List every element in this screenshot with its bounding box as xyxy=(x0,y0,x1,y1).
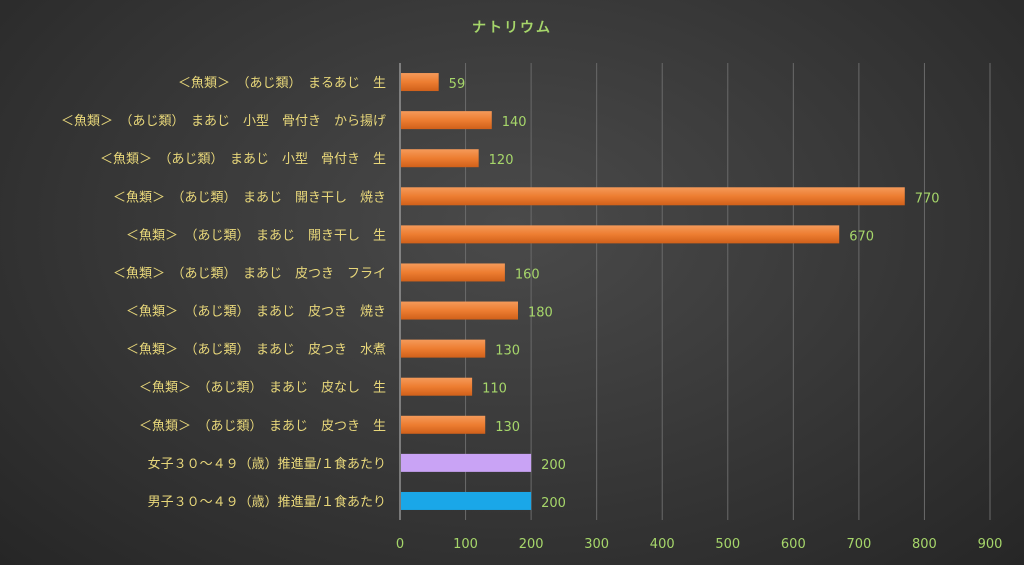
value-label: 110 xyxy=(482,382,507,397)
value-label: 130 xyxy=(495,344,520,359)
value-label: 200 xyxy=(541,496,566,511)
value-label: 59 xyxy=(449,77,466,92)
bar xyxy=(401,301,518,320)
value-label: 120 xyxy=(489,153,514,168)
x-tick-label: 900 xyxy=(978,537,1003,552)
value-label: 770 xyxy=(915,191,940,206)
bar xyxy=(401,263,505,282)
category-label: ＜魚類＞ （あじ類） まあじ 皮つき 水煮 xyxy=(126,343,386,358)
bar xyxy=(401,111,492,130)
value-label: 140 xyxy=(502,115,527,130)
category-label: ＜魚類＞ （あじ類） まあじ 小型 骨付き から揚げ xyxy=(61,113,386,129)
value-labels: 59 140 120 770 670 160 180 130 110 130 200 200 xyxy=(449,77,940,511)
bar xyxy=(401,415,486,434)
value-label: 670 xyxy=(849,229,874,244)
category-label: ＜魚類＞ （あじ類） まあじ 皮つき フライ xyxy=(113,266,386,281)
category-label: ＜魚類＞ （あじ類） まるあじ 生 xyxy=(178,76,386,91)
bar xyxy=(401,149,479,168)
x-tick-label: 200 xyxy=(519,537,544,552)
x-axis-tick-labels: 0 100 200 300 400 500 600 700 800 900 xyxy=(396,537,1003,552)
category-label: ＜魚類＞ （あじ類） まあじ 皮つき 生 xyxy=(139,419,386,434)
x-tick-label: 0 xyxy=(396,537,404,552)
bar xyxy=(401,73,439,92)
category-label: ＜魚類＞ （あじ類） まあじ 開き干し 焼き xyxy=(113,190,386,205)
value-label: 130 xyxy=(495,420,520,435)
x-tick-label: 800 xyxy=(912,537,937,552)
category-label: 女子３０～４９（歳）推進量/１食あたり xyxy=(148,456,386,472)
value-label: 180 xyxy=(528,306,553,321)
x-tick-label: 600 xyxy=(781,537,806,552)
value-label: 160 xyxy=(515,267,540,282)
category-label: ＜魚類＞ （あじ類） まあじ 皮なし 生 xyxy=(139,381,386,396)
x-tick-label: 700 xyxy=(846,537,871,552)
bar xyxy=(401,187,905,206)
category-label: ＜魚類＞ （あじ類） まあじ 開き干し 生 xyxy=(126,228,386,243)
value-label: 200 xyxy=(541,458,566,473)
x-tick-label: 400 xyxy=(650,537,675,552)
x-tick-label: 500 xyxy=(715,537,740,552)
category-label: ＜魚類＞ （あじ類） まあじ 皮つき 焼き xyxy=(126,305,386,320)
bar xyxy=(401,453,532,472)
category-label: ＜魚類＞ （あじ類） まあじ 小型 骨付き 生 xyxy=(100,152,386,167)
bar xyxy=(401,377,473,396)
bar xyxy=(401,491,532,510)
bar xyxy=(401,225,840,244)
gridlines xyxy=(465,63,991,520)
category-label: 男子３０～４９（歳）推進量/１食あたり xyxy=(148,494,386,510)
bars xyxy=(401,73,905,510)
x-tick-label: 100 xyxy=(453,537,478,552)
category-labels: ＜魚類＞ （あじ類） まるあじ 生 ＜魚類＞ （あじ類） まあじ 小型 骨付き か… xyxy=(61,76,386,510)
bar xyxy=(401,339,486,358)
x-tick-label: 300 xyxy=(584,537,609,552)
chart-title: ナトリウム xyxy=(472,20,552,36)
